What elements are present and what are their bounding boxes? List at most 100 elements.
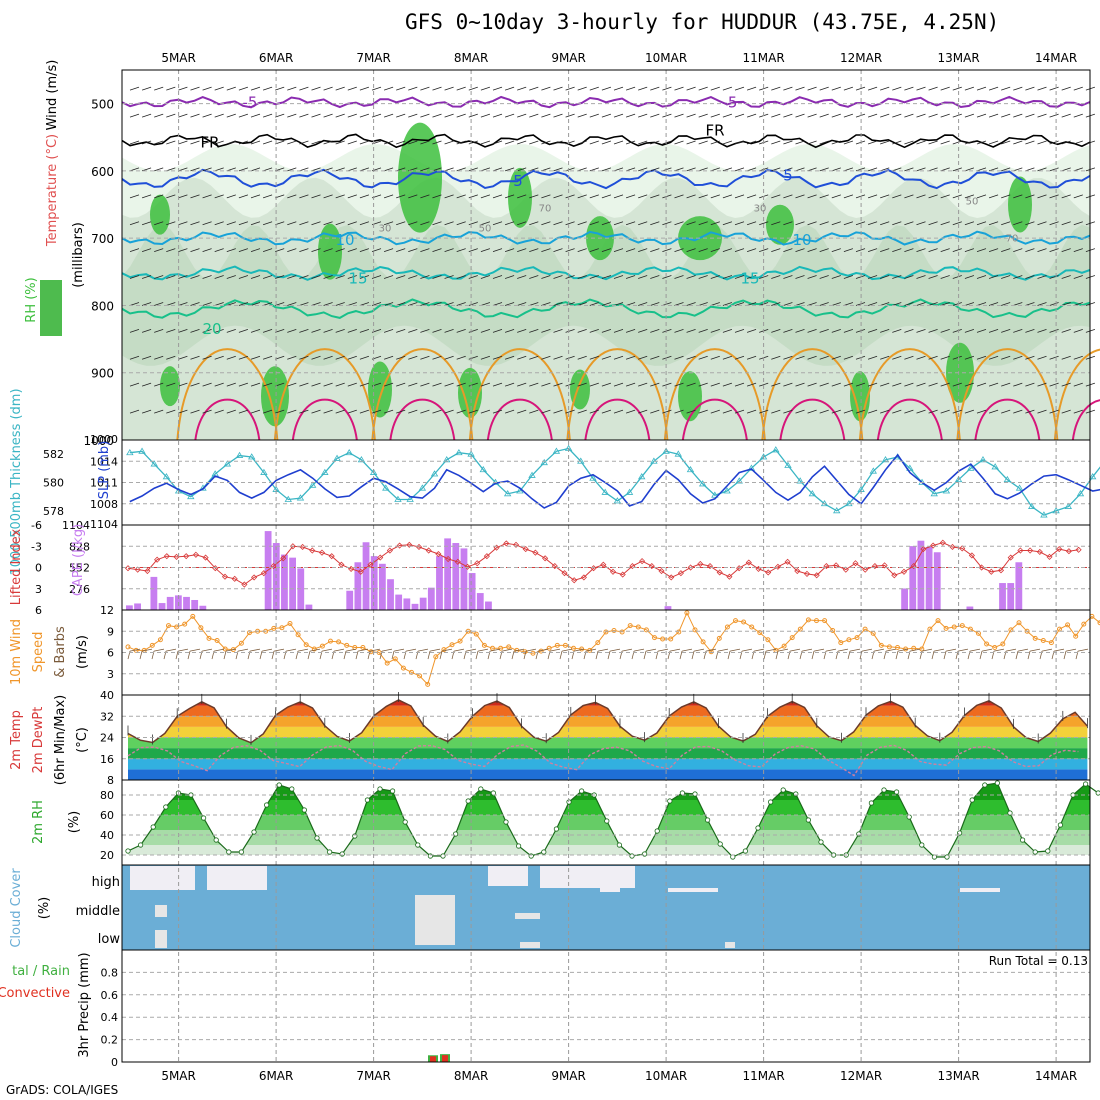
thickness-point bbox=[248, 453, 256, 460]
wind-speed-point bbox=[1032, 635, 1038, 641]
wind-barb bbox=[432, 140, 442, 145]
wind-barb bbox=[783, 302, 793, 306]
wind-barb-10m bbox=[825, 648, 837, 652]
wind-barb bbox=[916, 113, 926, 118]
wind-barb bbox=[795, 248, 805, 253]
rh-point bbox=[604, 818, 610, 824]
wind-barb bbox=[262, 113, 273, 118]
lifted-index-point bbox=[571, 577, 578, 584]
wind-barb bbox=[746, 113, 757, 118]
wind-speed-point bbox=[457, 638, 463, 644]
wind-barb bbox=[613, 113, 624, 118]
wind-barb-10m bbox=[213, 648, 225, 652]
wind-barb bbox=[674, 328, 684, 333]
wind-barb bbox=[347, 275, 357, 279]
rh-axis-label: RH (%) bbox=[24, 277, 39, 322]
wind-barb bbox=[529, 113, 539, 118]
wind-barb bbox=[517, 167, 527, 172]
wind-barb bbox=[190, 275, 200, 279]
wind-barb bbox=[250, 275, 261, 279]
wind-barb bbox=[444, 275, 454, 279]
wind-barb bbox=[1025, 86, 1035, 91]
wind-barb bbox=[517, 221, 527, 226]
wind-barb bbox=[359, 409, 370, 414]
wind-barb-tick bbox=[439, 650, 443, 660]
wind-barb bbox=[988, 140, 999, 145]
wind-barb bbox=[674, 275, 684, 279]
wind-barb bbox=[444, 355, 454, 360]
wind-barb bbox=[601, 140, 612, 145]
wind-barb bbox=[129, 113, 140, 118]
wind-barb bbox=[807, 86, 817, 91]
upper-air-y-tick: 800 bbox=[91, 299, 114, 313]
cape-y-tick: 552 bbox=[69, 562, 90, 575]
wind-barb bbox=[783, 86, 793, 91]
lifted-index-point bbox=[842, 566, 849, 573]
wind-barb bbox=[1001, 409, 1011, 414]
wind-barb bbox=[988, 382, 999, 387]
wind-speed-point bbox=[846, 637, 852, 643]
isotherm-label: FR bbox=[705, 122, 724, 140]
wind-barb-tick bbox=[175, 650, 179, 660]
rh-patch bbox=[150, 194, 170, 235]
wind-barb bbox=[480, 382, 491, 387]
isotherm-25-dome bbox=[1053, 348, 1100, 441]
wind-speed-point bbox=[749, 624, 755, 630]
wind-barb bbox=[988, 113, 999, 118]
wind-barb bbox=[952, 194, 962, 199]
isotherm-label: FR bbox=[200, 134, 219, 152]
wind-barb bbox=[178, 409, 188, 414]
wind-barb-10m bbox=[1029, 648, 1041, 652]
wind-barb bbox=[408, 382, 418, 387]
wind-speed-point bbox=[319, 643, 325, 649]
wind-barb bbox=[396, 409, 406, 414]
rh-point bbox=[503, 819, 509, 825]
wind-barb bbox=[275, 382, 285, 387]
wind-barb bbox=[928, 355, 938, 360]
wind-barb bbox=[795, 221, 805, 226]
wind-barb bbox=[807, 409, 817, 414]
temp-line bbox=[127, 699, 1088, 744]
wind-barb bbox=[722, 409, 733, 414]
wind-barb-10m bbox=[381, 648, 393, 652]
wind-barb bbox=[928, 113, 938, 118]
wind-speed-point bbox=[959, 623, 965, 629]
wind-barb bbox=[710, 86, 720, 91]
wind-barb bbox=[141, 194, 152, 199]
wind-barb bbox=[129, 409, 140, 414]
wind-barb-10m bbox=[753, 648, 765, 652]
rh-point bbox=[805, 817, 812, 823]
wind-barb-10m bbox=[573, 648, 585, 652]
wind-barb bbox=[323, 328, 333, 333]
wind-barb bbox=[988, 194, 999, 199]
wind-barb bbox=[420, 382, 430, 387]
lifted-index-point bbox=[1065, 548, 1072, 555]
thickness-point bbox=[284, 495, 292, 502]
cape-bar bbox=[444, 538, 452, 610]
lifted-index-point bbox=[1007, 554, 1014, 561]
wind-barb bbox=[625, 382, 636, 387]
wind-barb bbox=[553, 140, 563, 145]
wind-barb bbox=[275, 328, 285, 333]
wind-barb bbox=[504, 86, 515, 91]
wind-barb-tick bbox=[895, 650, 899, 660]
isotherm-30-dome bbox=[389, 398, 456, 441]
wind-barb bbox=[178, 194, 188, 199]
thickness-point bbox=[1064, 502, 1072, 509]
wind-barb bbox=[226, 275, 236, 279]
wind-barb bbox=[831, 302, 841, 306]
wind-barb bbox=[383, 355, 394, 360]
isotherm-label: 15 bbox=[348, 270, 367, 288]
wind-barb bbox=[880, 86, 890, 91]
thickness-point bbox=[674, 450, 682, 457]
wind-y-tick: 6 bbox=[107, 647, 114, 660]
wind-speed-point bbox=[311, 646, 317, 652]
wind-barb bbox=[734, 355, 745, 360]
wind-barb bbox=[553, 194, 563, 199]
cape-bar bbox=[468, 573, 476, 610]
wind-barb bbox=[819, 86, 829, 91]
wind-barb bbox=[202, 194, 212, 199]
thickness-point bbox=[723, 487, 731, 494]
wind-barb bbox=[565, 409, 575, 414]
wind-barb bbox=[287, 409, 297, 414]
